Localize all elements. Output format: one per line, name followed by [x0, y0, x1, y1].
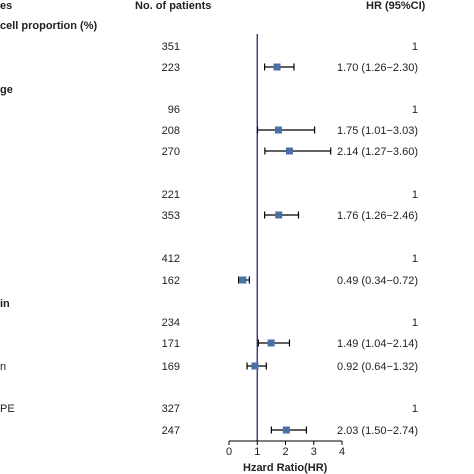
- hr-value: 1: [411, 317, 418, 329]
- x-tick-label: 1: [254, 446, 260, 458]
- patient-count: 208: [161, 125, 180, 137]
- hr-value: 1: [411, 189, 418, 201]
- patient-count: 221: [161, 189, 180, 201]
- section-label-cell-proportion: cell proportion (%): [0, 20, 98, 32]
- x-tick-label: 3: [311, 446, 317, 458]
- patient-count: 327: [161, 403, 180, 415]
- hr-value: 1: [411, 403, 418, 415]
- hr-value: 0.49 (0.34−0.72): [336, 275, 418, 287]
- hr-value: 0.92 (0.64−1.32): [336, 361, 418, 373]
- hr-point-marker: [282, 426, 290, 434]
- patient-count: 162: [161, 275, 180, 287]
- row-label-pe: PE: [0, 403, 15, 415]
- hr-value: 1: [411, 41, 418, 53]
- hr-value: 1.76 (1.26−2.46): [336, 210, 418, 222]
- patient-count: 351: [161, 41, 180, 53]
- hr-value: 2.03 (1.50−2.74): [336, 425, 418, 437]
- patient-count: 270: [161, 146, 180, 158]
- hr-point-marker: [251, 362, 259, 370]
- hr-value: 1: [411, 104, 418, 116]
- x-axis-title: Hzard Ratio(HR): [243, 462, 328, 474]
- patient-count: 96: [167, 104, 180, 116]
- patient-count: 247: [161, 425, 180, 437]
- row-label-domain-other: n: [0, 361, 7, 373]
- header-hr-95ci: HR (95%CI): [366, 0, 426, 12]
- section-label-domain: in: [0, 298, 10, 310]
- header-variables: es: [0, 0, 13, 12]
- hr-point-marker: [274, 126, 282, 134]
- hr-value: 1: [411, 253, 418, 265]
- hr-value: 1.70 (1.26−2.30): [336, 62, 418, 74]
- x-tick-label: 0: [226, 446, 232, 458]
- patient-count: 234: [161, 317, 180, 329]
- hr-value: 1.75 (1.01−3.03): [336, 125, 418, 137]
- x-tick-label: 4: [339, 446, 345, 458]
- patient-count: 171: [161, 338, 180, 350]
- hr-value: 2.14 (1.27−3.60): [336, 146, 418, 158]
- hr-point-marker: [275, 211, 283, 219]
- patient-count: 223: [161, 62, 180, 74]
- hr-point-marker: [273, 63, 281, 71]
- patient-count: 353: [161, 210, 180, 222]
- hr-point-marker: [285, 147, 293, 155]
- patient-count: 412: [161, 253, 180, 265]
- patient-count: 169: [161, 361, 180, 373]
- header-no-of-patients: No. of patients: [135, 0, 212, 12]
- section-label-age: ge: [0, 84, 13, 96]
- hr-point-marker: [267, 339, 275, 347]
- hr-point-marker: [239, 276, 247, 284]
- hr-value: 1.49 (1.04−2.14): [336, 338, 418, 350]
- x-tick-label: 2: [282, 446, 288, 458]
